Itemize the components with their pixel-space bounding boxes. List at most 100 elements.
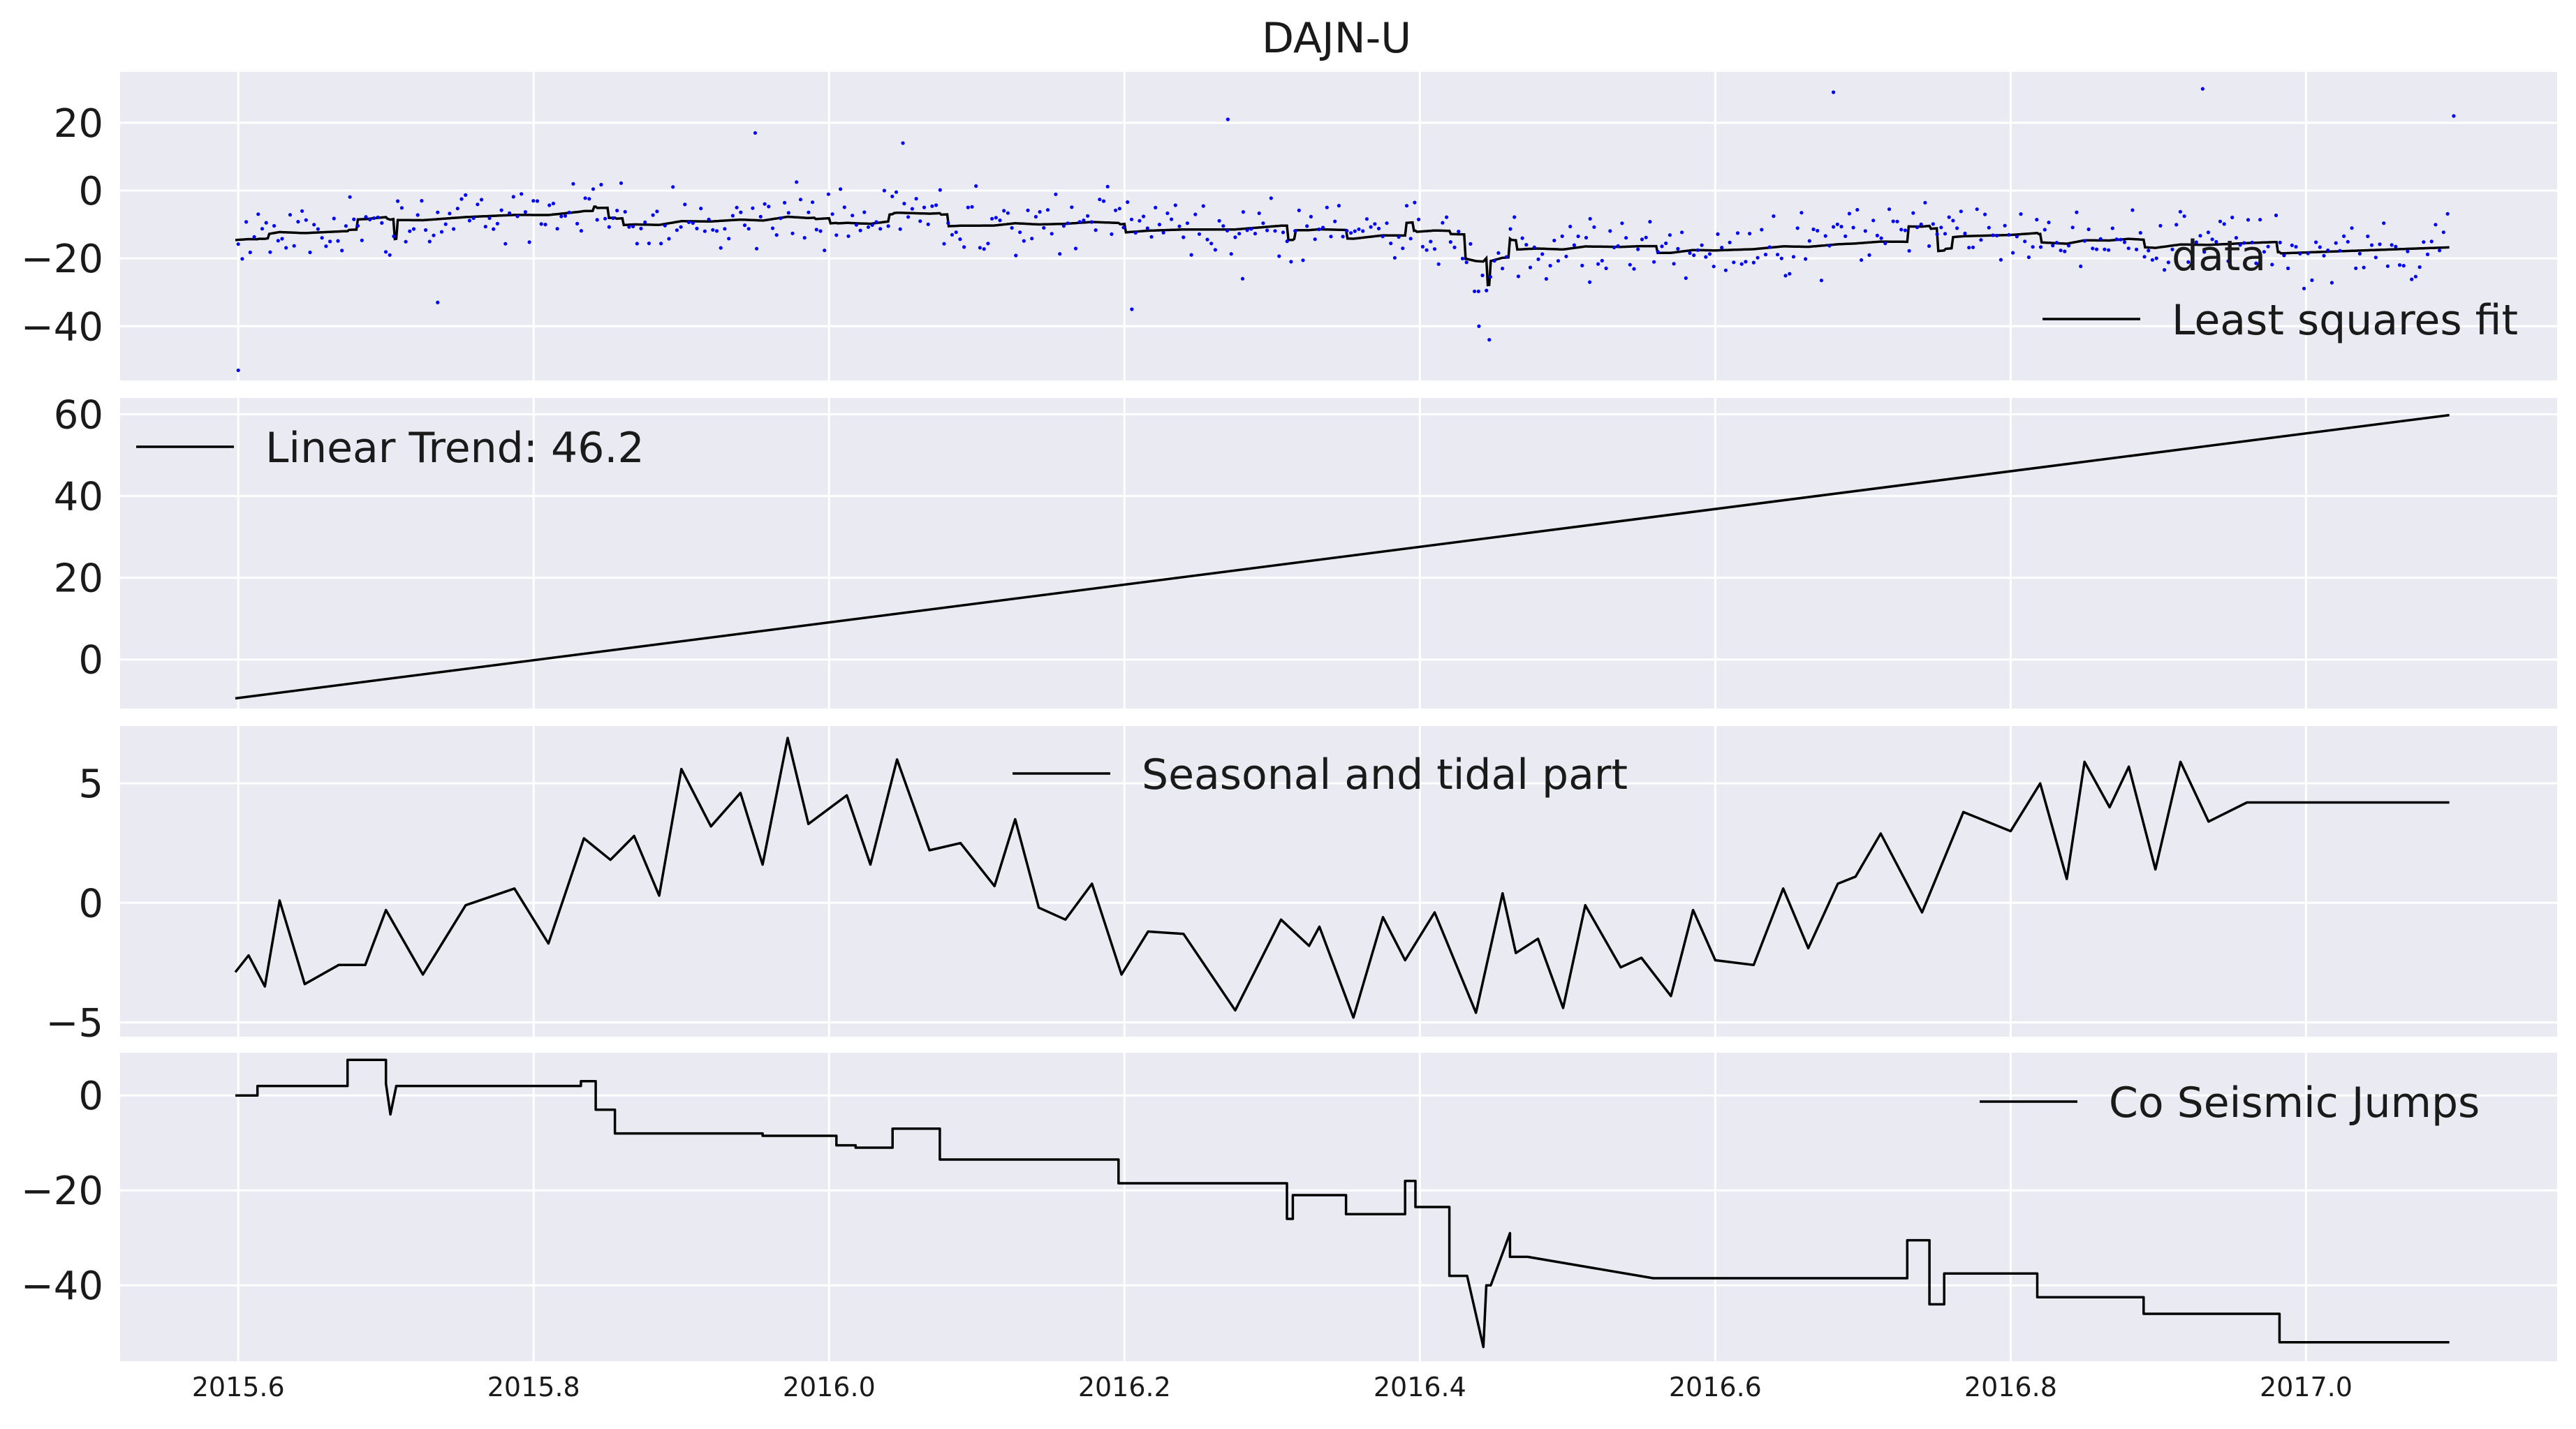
data-point xyxy=(1795,226,1799,230)
data-point xyxy=(1632,267,1636,271)
data-point xyxy=(1695,248,1700,252)
data-point xyxy=(348,195,352,199)
data-point xyxy=(755,246,759,251)
data-point xyxy=(1217,219,1221,223)
data-point xyxy=(1919,222,1923,226)
y-tick-label: 20 xyxy=(54,556,103,602)
data-point xyxy=(352,217,356,221)
data-point xyxy=(464,193,468,197)
data-point xyxy=(436,210,440,214)
data-point xyxy=(1404,204,1409,208)
data-point xyxy=(280,237,284,241)
data-point xyxy=(1895,219,1899,223)
data-point xyxy=(2082,239,2086,243)
data-point xyxy=(1121,225,1126,230)
data-point xyxy=(399,206,404,210)
data-point xyxy=(1915,225,1920,230)
data-point xyxy=(1584,235,1589,240)
data-point xyxy=(730,214,735,218)
data-point xyxy=(316,227,320,231)
data-point xyxy=(1540,252,1545,256)
data-point xyxy=(2038,245,2043,249)
data-point xyxy=(1700,243,1704,247)
data-point xyxy=(2306,251,2310,256)
data-point xyxy=(1923,200,1927,205)
y-tick-label: 60 xyxy=(54,392,103,438)
data-point xyxy=(1572,243,1576,247)
data-point xyxy=(1987,225,1991,230)
data-point xyxy=(432,233,436,237)
data-point xyxy=(1979,238,1983,242)
data-point xyxy=(1947,215,1951,219)
subplots: 20 0 −20 −40 data Least squares fit 60 40 20 0 Lin… xyxy=(21,72,2557,1402)
y-tick-label: 5 xyxy=(78,762,103,807)
data-point xyxy=(1911,211,1915,215)
data-point xyxy=(2122,240,2127,244)
data-point xyxy=(492,227,496,231)
data-point xyxy=(2262,250,2266,254)
data-point xyxy=(1305,224,1309,228)
data-point xyxy=(862,210,867,214)
data-point xyxy=(2019,212,2023,216)
data-point xyxy=(1245,228,1249,232)
data-point xyxy=(1006,211,1010,215)
data-point xyxy=(1337,204,1341,208)
data-point xyxy=(396,199,400,203)
data-point xyxy=(663,223,667,228)
data-point xyxy=(1907,249,1911,253)
data-point xyxy=(2063,249,2067,253)
data-point xyxy=(284,246,288,250)
data-point xyxy=(1277,254,1281,258)
grid xyxy=(120,726,2557,1037)
data-point xyxy=(1173,203,1177,207)
data-point xyxy=(248,250,252,255)
data-point xyxy=(635,242,639,246)
data-point xyxy=(1197,232,1202,236)
data-point xyxy=(2354,266,2358,270)
data-point xyxy=(420,199,424,203)
data-point xyxy=(567,210,571,214)
data-point xyxy=(2294,244,2298,249)
data-point xyxy=(2150,258,2154,262)
plot-area xyxy=(120,1053,2557,1361)
data-point xyxy=(1811,227,1816,232)
data-point xyxy=(1213,248,1217,252)
data-point xyxy=(1165,211,1170,216)
data-point xyxy=(2075,210,2079,214)
data-point xyxy=(1816,228,1820,233)
data-point xyxy=(383,250,388,254)
data-point xyxy=(2350,226,2354,230)
data-point xyxy=(555,227,559,231)
data-point xyxy=(487,216,492,221)
data-point xyxy=(619,181,624,185)
data-point xyxy=(1488,275,1492,279)
data-point xyxy=(1157,223,1161,227)
data-point xyxy=(2390,243,2394,247)
data-point xyxy=(1568,224,1573,229)
data-point xyxy=(272,223,277,228)
data-point xyxy=(1819,279,1823,283)
data-point xyxy=(1054,192,1058,196)
data-point xyxy=(1002,209,1006,213)
data-point xyxy=(455,207,459,211)
data-point xyxy=(1098,198,1102,202)
data-point xyxy=(1133,230,1138,235)
data-point xyxy=(1867,253,1871,257)
data-point xyxy=(1728,240,1732,244)
data-point xyxy=(970,205,974,209)
data-point xyxy=(2242,241,2246,245)
data-point xyxy=(1321,225,1325,230)
data-point xyxy=(1513,215,1517,219)
data-point xyxy=(1751,260,1756,265)
data-point xyxy=(1879,236,1883,240)
data-point xyxy=(2147,249,2151,253)
data-point xyxy=(1185,221,1189,225)
data-point xyxy=(268,250,272,254)
data-point xyxy=(2310,278,2314,282)
data-point-outlier xyxy=(1487,338,1492,342)
data-point xyxy=(1229,252,1233,256)
data-point xyxy=(2043,228,2047,232)
data-point xyxy=(886,224,890,228)
data-point xyxy=(751,206,755,210)
